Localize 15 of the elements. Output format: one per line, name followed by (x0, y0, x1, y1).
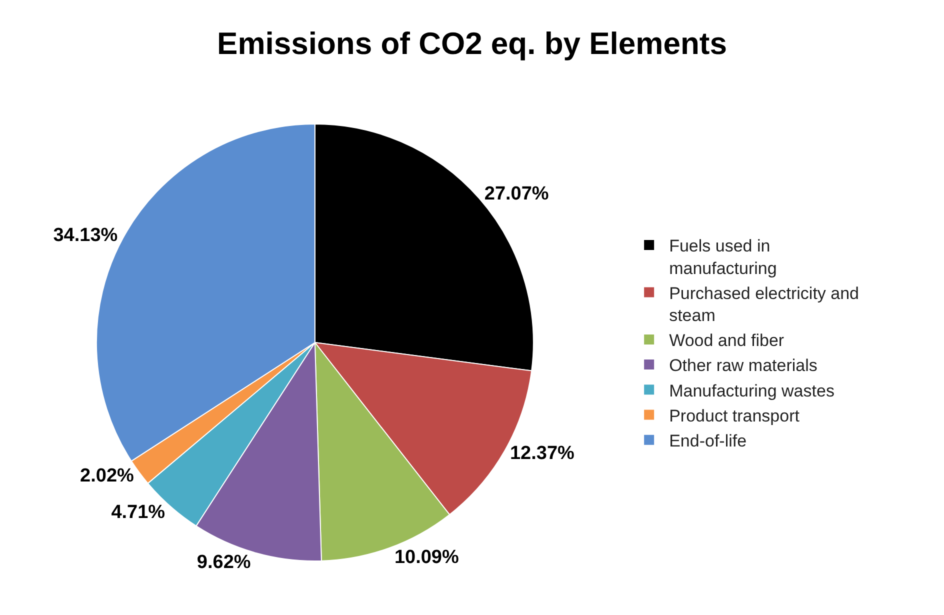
legend-label: Product transport (669, 406, 800, 426)
data-label: 10.09% (394, 546, 459, 568)
chart-title: Emissions of CO2 eq. by Elements (217, 26, 727, 61)
data-label: 34.13% (53, 225, 118, 246)
data-label: 4.71% (111, 502, 166, 523)
data-label: 2.02% (80, 466, 134, 487)
data-label: 9.62% (196, 552, 251, 574)
legend-label: Wood and fiber (669, 331, 784, 350)
data-label: 12.37% (510, 442, 574, 464)
legend-label: Other raw materials (669, 356, 818, 376)
legend-label: Manufacturing wastes (669, 381, 834, 400)
legend-label: Fuels used in manufacturing (669, 236, 777, 278)
legend-label: End-of-life (669, 431, 747, 450)
data-label: 27.07% (484, 183, 549, 204)
legend-label: Purchased electricity and steam (669, 284, 860, 325)
